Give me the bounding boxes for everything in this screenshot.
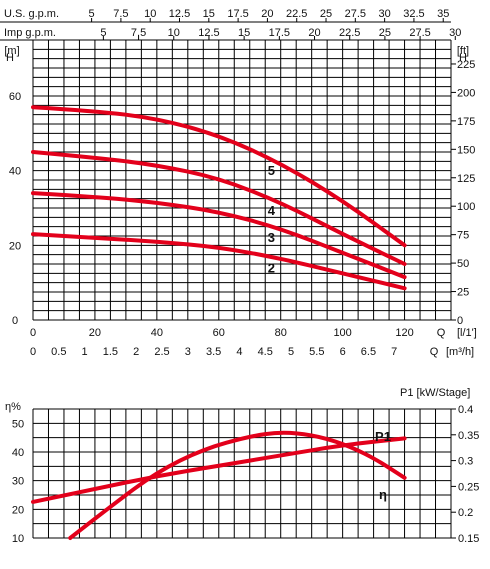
flow-m3h-tick-label: 0 — [30, 346, 36, 358]
flow-lmin-tick-label: 80 — [275, 327, 287, 339]
power-tick-label: 0.2 — [458, 507, 473, 519]
left-axis-unit: [m] — [4, 45, 19, 57]
us-gpm-tick-label: 22.5 — [286, 8, 307, 20]
flow-m3h-tick-label: 6.5 — [361, 346, 376, 358]
flow-m3h-tick-label: 3.5 — [206, 346, 221, 358]
head-ft-tick-label: 125 — [457, 173, 475, 185]
head-ft-tick-label: 200 — [457, 87, 475, 99]
efficiency-power-chart: η% 10 20 30 40 50 P1 [kW/Stage] 0.15 0.2 0.25 0.3 0… — [5, 387, 479, 545]
flow-m3h-tick-label: 6 — [340, 346, 346, 358]
flow-lmin-tick-label: 40 — [151, 327, 163, 339]
us-gpm-tick-label: 35 — [437, 8, 449, 20]
efficiency-tick-label: 40 — [12, 447, 24, 459]
head-ft-tick-label: 75 — [457, 230, 469, 242]
imp-gpm-tick-label: 12.5 — [198, 27, 219, 39]
flow-lmin-tick-label: 60 — [213, 327, 225, 339]
head-ft-tick-label: 50 — [457, 258, 469, 270]
curve-label-stage-3: 3 — [268, 230, 275, 245]
efficiency-tick-label: 10 — [12, 533, 24, 545]
flow-m3h-tick-label: 4.5 — [258, 346, 273, 358]
us-gpm-tick-label: 12.5 — [169, 8, 190, 20]
curve-label-stage-2: 2 — [268, 261, 275, 276]
head-ft-tick-label: 25 — [457, 287, 469, 299]
imp-gpm-axis-label: Imp g.p.m. — [4, 27, 56, 39]
us-gpm-tick-label: 27.5 — [345, 8, 366, 20]
head-ft-tick-label: 175 — [457, 116, 475, 128]
flow-m3h-axis-label: Q — [430, 346, 439, 358]
head-curve-stage-3 — [31, 191, 407, 280]
efficiency-axis-title: η% — [5, 401, 21, 413]
imp-gpm-tick-label: 22.5 — [339, 27, 360, 39]
power-tick-label: 0.15 — [458, 533, 479, 545]
head-curve-stage-4 — [31, 150, 407, 266]
imp-gpm-tick-label: 20 — [308, 27, 320, 39]
power-tick-label: 0.4 — [458, 404, 473, 416]
flow-lmin-tick-label: 0 — [30, 327, 36, 339]
flow-m3h-tick-label: 4 — [236, 346, 242, 358]
imp-gpm-tick-label: 30 — [449, 27, 461, 39]
us-gpm-tick-label: 25 — [320, 8, 332, 20]
us-gpm-tick-label: 15 — [203, 8, 215, 20]
head-m-tick-label: 20 — [9, 240, 21, 252]
us-gpm-tick-label: 10 — [144, 8, 156, 20]
flow-m3h-tick-label: 2.5 — [154, 346, 169, 358]
flow-m3h-tick-label: 2 — [133, 346, 139, 358]
imp-gpm-tick-label: 17.5 — [269, 27, 290, 39]
imp-gpm-tick-label: 7.5 — [131, 27, 146, 39]
flow-m3h-tick-label: 1.5 — [103, 346, 118, 358]
head-flow-chart: U.S. g.p.m. 5 7.5 10 12.5 15 17.5 20 22.5 25 27.5 3… — [0, 8, 477, 358]
head-m-tick-label: 60 — [9, 91, 21, 103]
flow-lmin-tick-label: 100 — [333, 327, 351, 339]
power-curve-label: P1 — [375, 429, 391, 444]
right-axis-unit: [ft] — [457, 45, 469, 57]
us-gpm-axis-label: U.S. g.p.m. — [4, 8, 59, 20]
flow-m3h-tick-label: 0.5 — [51, 346, 66, 358]
right-axis-title: H — [459, 52, 467, 64]
head-curve-stage-2 — [31, 232, 407, 291]
us-gpm-tick-label: 5 — [89, 8, 95, 20]
efficiency-tick-label: 50 — [12, 418, 24, 430]
flow-m3h-tick-label: 1 — [82, 346, 88, 358]
flow-lmin-axis-unit: [l/1'] — [457, 327, 477, 339]
flow-m3h-tick-label: 5 — [288, 346, 294, 358]
flow-m3h-tick-label: 5.5 — [309, 346, 324, 358]
flow-lmin-axis-label: Q — [437, 327, 446, 339]
efficiency-curve — [68, 430, 407, 540]
efficiency-tick-label: 20 — [12, 504, 24, 516]
head-ft-tick-label: 225 — [457, 59, 475, 71]
imp-gpm-tick-label: 15 — [238, 27, 250, 39]
us-gpm-tick-label: 30 — [378, 8, 390, 20]
us-gpm-tick-label: 7.5 — [113, 8, 128, 20]
efficiency-tick-label: 30 — [12, 476, 24, 488]
flow-m3h-axis-unit: [m³/h] — [446, 346, 474, 358]
flow-m3h-tick-label: 3 — [185, 346, 191, 358]
us-gpm-tick-label: 17.5 — [227, 8, 248, 20]
imp-gpm-tick-label: 10 — [168, 27, 180, 39]
curve-label-stage-4: 4 — [268, 203, 276, 218]
head-ft-tick-label: 150 — [457, 144, 475, 156]
us-gpm-tick-label: 32.5 — [403, 8, 424, 20]
imp-gpm-tick-label: 25 — [379, 27, 391, 39]
power-curve — [31, 436, 407, 504]
curve-label-stage-5: 5 — [268, 163, 275, 178]
power-tick-label: 0.35 — [458, 430, 479, 442]
imp-gpm-tick-label: 5 — [100, 27, 106, 39]
head-m-tick-label: 40 — [9, 166, 21, 178]
power-tick-label: 0.3 — [458, 456, 473, 468]
power-tick-label: 0.25 — [458, 481, 479, 493]
flow-lmin-tick-label: 120 — [395, 327, 413, 339]
head-ft-tick-label: 100 — [457, 201, 475, 213]
us-gpm-tick-label: 20 — [261, 8, 273, 20]
efficiency-curve-label: η — [379, 487, 387, 502]
power-axis-title: P1 [kW/Stage] — [400, 387, 470, 399]
left-axis-title: H — [6, 52, 14, 64]
head-ft-tick-label: 0 — [457, 315, 463, 327]
imp-gpm-tick-label: 27.5 — [409, 27, 430, 39]
flow-lmin-tick-label: 20 — [89, 327, 101, 339]
flow-m3h-tick-label: 7 — [391, 346, 397, 358]
head-curve-stage-5 — [31, 105, 407, 248]
head-m-tick-label: 0 — [12, 315, 18, 327]
